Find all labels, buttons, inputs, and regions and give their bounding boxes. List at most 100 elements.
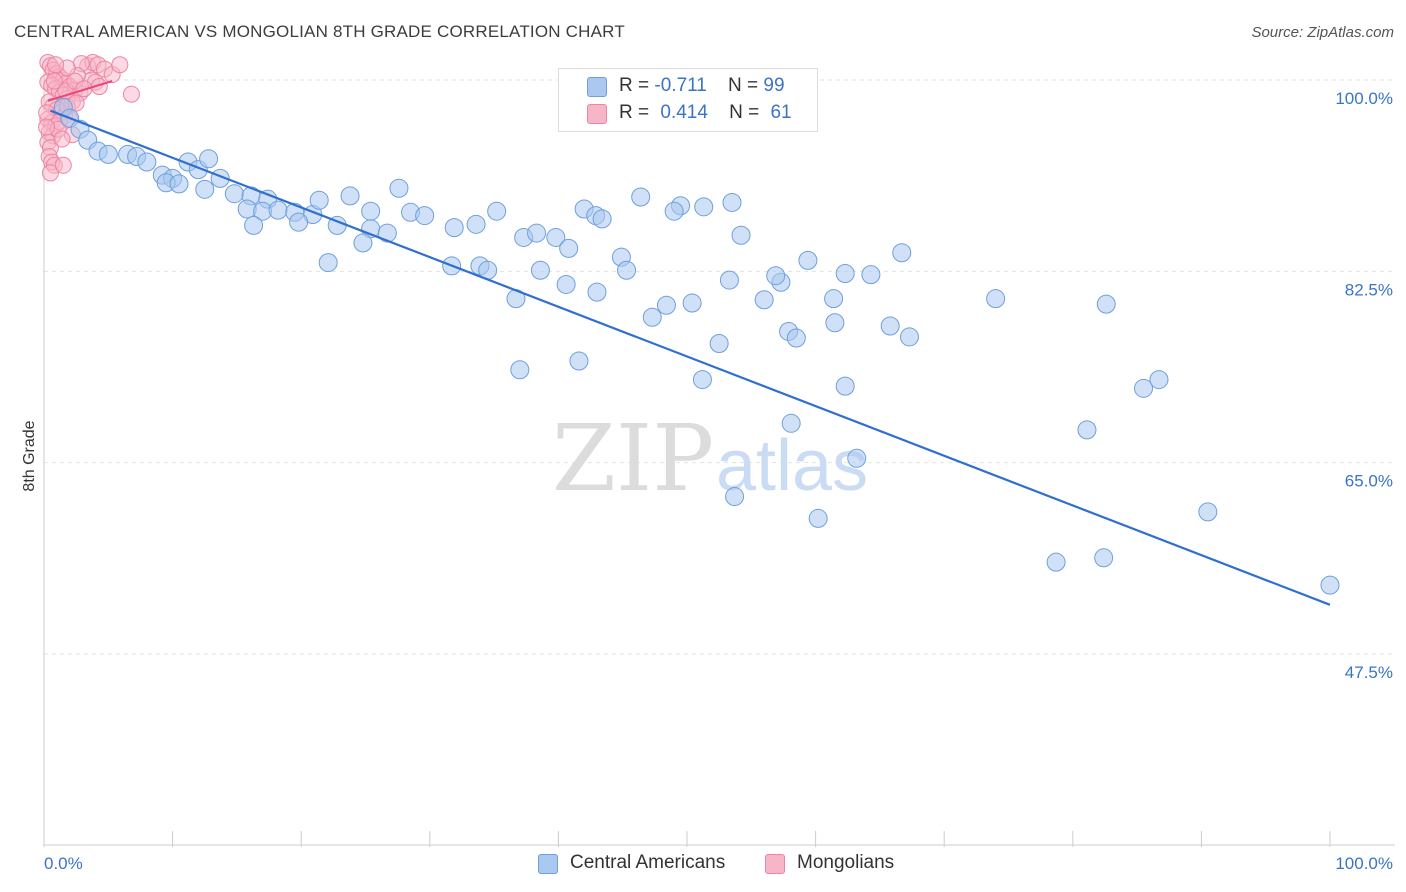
n-label: N = xyxy=(727,75,759,96)
central-americans-trend-line xyxy=(50,109,1331,606)
central-americans-point xyxy=(892,243,912,263)
central-americans-point xyxy=(786,328,806,348)
central-americans-point xyxy=(415,206,435,226)
central-americans-point xyxy=(986,289,1006,309)
central-americans-point xyxy=(1094,548,1114,568)
central-americans-point xyxy=(466,214,486,234)
central-americans-point xyxy=(722,192,742,212)
central-americans-point xyxy=(309,190,329,210)
legend-swatch-blue xyxy=(587,77,607,97)
y-axis-label: 8th Grade xyxy=(21,420,38,491)
central-americans-point xyxy=(195,179,215,199)
central-americans-point xyxy=(692,370,712,390)
central-americans-point xyxy=(556,274,576,294)
central-americans-point xyxy=(766,266,786,286)
central-americans-point xyxy=(847,448,867,468)
central-americans-point xyxy=(569,351,589,371)
central-americans-point xyxy=(1046,552,1066,572)
central-americans-point xyxy=(361,201,381,221)
central-americans-point xyxy=(1077,420,1097,440)
central-americans-point xyxy=(709,333,729,353)
r-value-blue: -0.711 xyxy=(654,75,707,96)
mongolians-point xyxy=(122,85,140,103)
r-value-pink: 0.414 xyxy=(660,102,708,123)
central-americans-point xyxy=(682,293,702,313)
n-label: N = xyxy=(729,102,760,123)
central-americans-point xyxy=(754,290,774,310)
central-americans-point xyxy=(353,233,373,253)
central-americans-point xyxy=(808,508,828,528)
central-americans-point xyxy=(530,260,550,280)
legend-swatch-mongolians xyxy=(765,854,785,874)
central-americans-point xyxy=(617,260,637,280)
chart-title: CENTRAL AMERICAN VS MONGOLIAN 8TH GRADE … xyxy=(14,22,625,41)
central-americans-point xyxy=(318,253,338,273)
x-tick-label: 100.0% xyxy=(1335,854,1393,873)
central-americans-point xyxy=(137,152,157,172)
y-tick-label: 82.5% xyxy=(1345,280,1393,299)
axes xyxy=(43,70,1395,847)
legend-label-mongolians: Mongolians xyxy=(797,852,895,873)
n-value-pink: 61 xyxy=(770,102,792,123)
central-americans-point xyxy=(289,212,309,232)
central-americans-point xyxy=(487,201,507,221)
legend-swatch-central-americans xyxy=(538,854,558,874)
mongolians-point xyxy=(38,104,56,122)
central-americans-point xyxy=(835,264,855,284)
mongolians-trend-line xyxy=(47,80,113,102)
legend-label-central-americans: Central Americans xyxy=(570,852,726,873)
central-americans-point xyxy=(587,282,607,302)
mongolians-point xyxy=(53,130,71,148)
central-americans-point xyxy=(1198,502,1218,522)
central-americans-point xyxy=(694,197,714,217)
central-americans-point xyxy=(389,178,409,198)
central-americans-point xyxy=(1134,378,1154,398)
mongolians-point xyxy=(38,118,56,136)
central-americans-point xyxy=(1320,575,1340,595)
central-americans-point xyxy=(725,487,745,507)
central-americans-point xyxy=(527,223,547,243)
central-americans-point xyxy=(199,149,219,169)
central-americans-point xyxy=(824,289,844,309)
central-americans-point xyxy=(825,313,845,333)
central-americans-point xyxy=(642,307,662,327)
legend-swatch-pink xyxy=(587,104,607,124)
central-americans-point xyxy=(880,316,900,336)
grid-lines xyxy=(44,79,1395,655)
central-americans-point xyxy=(169,174,189,194)
central-americans-point xyxy=(592,209,612,229)
y-tick-label: 47.5% xyxy=(1345,663,1393,682)
central-americans-point xyxy=(377,223,397,243)
central-americans-point xyxy=(781,413,801,433)
trend-lines xyxy=(47,80,1331,606)
watermark-zip: ZIP xyxy=(552,405,714,512)
central-americans-point xyxy=(899,327,919,347)
central-americans-point xyxy=(731,225,751,245)
legend-text-blue: R = -0.711 N = 99 xyxy=(619,75,785,97)
stats-legend: R = -0.711 N = 99 R = 0.414 N = 61 xyxy=(558,68,818,132)
central-americans-point xyxy=(631,187,651,207)
mongolians-point xyxy=(41,164,59,182)
n-value-blue: 99 xyxy=(763,75,785,96)
central-americans-point xyxy=(861,265,881,285)
mongolians-point xyxy=(54,156,72,174)
tick-labels: 47.5% 65.0% 82.5% 100.0% 0.0% 100.0% xyxy=(44,89,1393,873)
legend-text-pink: R = 0.414 N = 61 xyxy=(619,102,792,124)
r-label: R = xyxy=(619,102,650,123)
source-label: Source: ZipAtlas.com xyxy=(1251,24,1394,41)
central-americans-point xyxy=(244,215,264,235)
central-americans-point xyxy=(340,186,360,206)
mongolians-point xyxy=(45,72,63,90)
central-americans-point xyxy=(559,238,579,258)
central-americans-point xyxy=(656,295,676,315)
central-americans-point xyxy=(510,360,530,380)
y-tick-label: 100.0% xyxy=(1335,89,1393,108)
central-americans-point xyxy=(224,184,244,204)
central-americans-point xyxy=(268,200,288,220)
r-label: R = xyxy=(619,75,650,96)
central-americans-point xyxy=(1096,294,1116,314)
mongolians-point xyxy=(47,56,65,74)
central-americans-point xyxy=(798,250,818,270)
mongolians-point xyxy=(111,56,129,74)
